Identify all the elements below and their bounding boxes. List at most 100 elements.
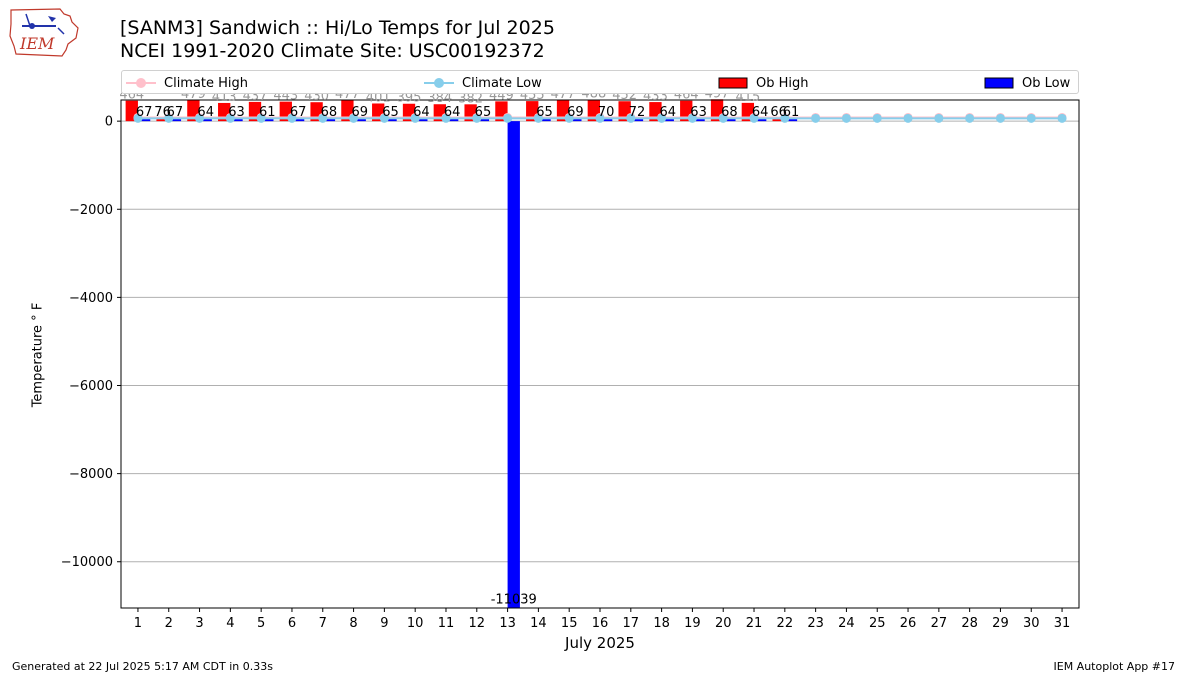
- ob-low-label: 68: [321, 105, 338, 120]
- ob-high-label: 395: [397, 91, 422, 106]
- ob-low-bar: [507, 121, 520, 608]
- climate-low-point: [811, 113, 821, 123]
- climate-low-point: [780, 113, 790, 123]
- ob-low-label: 67: [136, 105, 153, 120]
- footer-app-text: IEM Autoplot App #17: [1053, 660, 1176, 673]
- legend-ob-low: Ob Low: [984, 73, 1070, 93]
- ob-high-label: 66: [770, 105, 787, 120]
- ob-low-label: 65: [536, 105, 553, 120]
- x-tick-label: 28: [961, 616, 978, 631]
- climate-low-point: [349, 113, 359, 123]
- climate-low-point: [626, 113, 636, 123]
- x-tick-label: 4: [226, 616, 234, 631]
- ob-low-bar: [415, 118, 428, 122]
- ob-low-label: 64: [752, 105, 769, 120]
- ob-low-bar: [630, 117, 644, 122]
- x-tick-label: 11: [438, 616, 455, 631]
- ob-low-label: 64: [659, 105, 676, 120]
- climate-low-point: [472, 113, 482, 123]
- x-tick-label: 22: [777, 616, 794, 631]
- y-tick-label: −6000: [69, 379, 113, 394]
- ob-high-label: 384: [427, 91, 452, 106]
- legend-label: Climate Low: [462, 75, 542, 91]
- x-tick-label: 5: [257, 616, 265, 631]
- x-tick-label: 2: [165, 616, 173, 631]
- ob-low-label: 65: [475, 105, 492, 120]
- legend-ob-high-swatch: [718, 77, 748, 89]
- x-tick-label: 26: [900, 616, 917, 631]
- ob-low-label: 72: [629, 105, 646, 120]
- ob-high-bar: [772, 118, 785, 122]
- ob-low-label: 64: [197, 105, 214, 120]
- climate-low-point: [687, 113, 697, 123]
- x-tick-label: 18: [653, 616, 670, 631]
- ob-low-bar: [600, 118, 613, 122]
- ob-low-bar: [476, 118, 490, 122]
- ob-low-label: 69: [351, 105, 368, 120]
- climate-low-point: [718, 113, 728, 123]
- ob-low-bar: [353, 118, 366, 122]
- x-tick-label: 9: [380, 616, 388, 631]
- iem-logo-icon: IEM: [9, 8, 79, 57]
- ob-high-label: 76: [154, 105, 171, 120]
- y-tick-label: −2000: [69, 203, 113, 218]
- y-tick-label: −10000: [61, 555, 113, 570]
- x-tick-label: 15: [561, 616, 578, 631]
- x-tick-label: 27: [931, 616, 948, 631]
- ob-low-label: 61: [259, 105, 276, 120]
- x-tick-label: 23: [807, 616, 824, 631]
- climate-low-point: [225, 113, 235, 123]
- legend-ob-high: Ob High: [718, 73, 809, 93]
- plot-frame: [120, 99, 1080, 609]
- ob-low-label: 63: [690, 105, 707, 120]
- ob-low-label: 69: [567, 105, 584, 120]
- ob-low-bar: [569, 118, 582, 122]
- chart-legend: Climate High Climate Low Ob High Ob Low: [121, 70, 1079, 94]
- climate-low-point: [1026, 113, 1036, 123]
- ob-low-label: 67: [290, 105, 307, 120]
- x-tick-label: 25: [869, 616, 886, 631]
- x-tick-label: 30: [1023, 616, 1040, 631]
- climate-low-point: [441, 113, 451, 123]
- ob-low-bar: [661, 118, 674, 122]
- x-tick-label: 14: [530, 616, 547, 631]
- climate-low-point: [903, 113, 913, 123]
- ob-low-label: 64: [413, 105, 430, 120]
- ob-low-bar: [261, 118, 274, 122]
- climate-low-point: [564, 113, 574, 123]
- x-tick-label: 13: [499, 616, 516, 631]
- climate-low-point: [195, 113, 205, 123]
- climate-low-point: [533, 113, 543, 123]
- ob-low-label: -11039: [491, 593, 537, 608]
- legend-label: Ob High: [756, 75, 809, 91]
- y-tick-label: 0: [105, 115, 113, 130]
- climate-low-point: [934, 113, 944, 123]
- x-tick-label: 3: [195, 616, 203, 631]
- ob-high-bar: [156, 117, 169, 122]
- climate-low-point: [657, 113, 667, 123]
- x-tick-label: 12: [469, 616, 486, 631]
- x-tick-label: 20: [715, 616, 732, 631]
- x-tick-label: 10: [407, 616, 424, 631]
- ob-low-bar: [723, 118, 736, 122]
- ob-low-bar: [199, 118, 212, 122]
- ob-low-bar: [692, 118, 705, 122]
- ob-low-label: 64: [444, 105, 461, 120]
- footer-generated-text: Generated at 22 Jul 2025 5:17 AM CDT in …: [12, 660, 273, 673]
- legend-ob-low-swatch: [984, 77, 1014, 89]
- chart-title: [SANM3] Sandwich :: Hi/Lo Temps for Jul …: [120, 17, 555, 39]
- climate-low-point: [965, 113, 975, 123]
- logo-text: IEM: [19, 34, 55, 53]
- x-tick-label: 19: [684, 616, 701, 631]
- ob-high-label: 382: [458, 91, 483, 106]
- legend-label: Ob Low: [1022, 75, 1071, 91]
- ob-low-bar: [445, 118, 459, 122]
- x-axis-label: July 2025: [565, 634, 635, 652]
- climate-low-point: [872, 113, 882, 123]
- y-tick-label: −4000: [69, 291, 113, 306]
- ob-low-bar: [754, 118, 767, 122]
- climate-low-point: [287, 113, 297, 123]
- climate-low-point: [164, 113, 174, 123]
- ob-low-bar: [322, 118, 336, 122]
